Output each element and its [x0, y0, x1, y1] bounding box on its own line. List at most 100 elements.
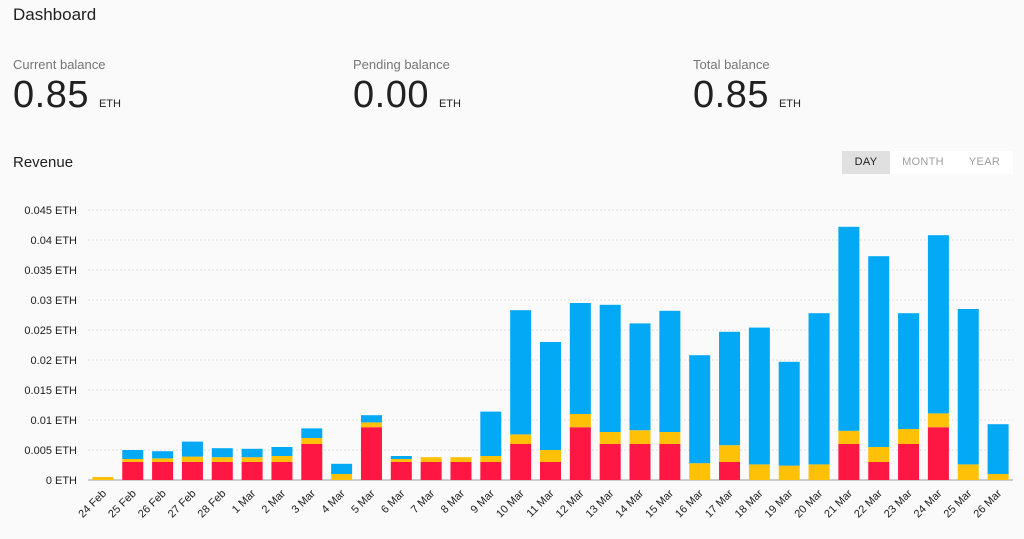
bar-segment [569, 414, 591, 428]
bar-segment [898, 444, 920, 480]
bar-segment [301, 438, 323, 444]
total-balance-label: Total balance [693, 57, 770, 72]
bar-segment [271, 456, 293, 462]
bar-segment [271, 462, 293, 480]
x-tick-label: 3 Mar [290, 487, 319, 516]
x-tick-label: 10 Mar [494, 487, 527, 520]
y-tick-label: 0.02 ETH [31, 355, 78, 367]
bar-segment [987, 474, 1009, 480]
bar-segment [868, 447, 890, 462]
current-balance-card: Current balance 0.85 ETH [13, 57, 121, 115]
x-tick-label: 27 Feb [166, 488, 199, 521]
x-tick-label: 24 Mar [912, 487, 945, 520]
x-tick-label: 26 Feb [136, 488, 169, 521]
bar-segment [390, 462, 412, 480]
bar-segment [480, 456, 502, 462]
bar-segment [122, 462, 144, 480]
bar-segment [868, 462, 890, 480]
x-tick-label: 12 Mar [554, 487, 587, 520]
x-tick-label: 23 Mar [882, 487, 915, 520]
bar-segment [390, 456, 412, 459]
bar-segment [599, 304, 621, 432]
x-tick-label: 1 Mar [230, 487, 259, 516]
bar-segment [778, 361, 800, 466]
x-tick-label: 20 Mar [792, 487, 825, 520]
bar-segment [540, 450, 561, 462]
bar-segment [629, 430, 651, 444]
bar-segment [957, 309, 979, 465]
x-tick-label: 22 Mar [852, 487, 885, 520]
x-tick-label: 16 Mar [673, 487, 706, 520]
bar-segment [957, 464, 979, 480]
bar-segment [211, 457, 233, 462]
x-tick-label: 26 Mar [971, 487, 1004, 520]
bar-segment [569, 303, 591, 414]
bar-segment [181, 462, 203, 480]
bar-segment [927, 427, 949, 480]
bar-segment [450, 457, 472, 462]
bar-segment [629, 323, 651, 431]
total-balance-card: Total balance 0.85 ETH [693, 57, 801, 115]
bar-segment [181, 456, 203, 462]
bar-segment [927, 413, 949, 428]
bar-segment [211, 462, 233, 480]
range-month-button[interactable]: MONTH [902, 156, 944, 168]
bar-segment [719, 445, 741, 462]
bar-segment [659, 432, 681, 444]
y-tick-label: 0 ETH [46, 475, 77, 487]
revenue-title: Revenue [13, 154, 74, 171]
bar-segment [540, 462, 561, 480]
x-tick-label: 14 Mar [613, 487, 646, 520]
bar-segment [569, 427, 591, 480]
bar-segment [331, 474, 353, 480]
bar-segment [271, 447, 293, 456]
bar-segment [898, 313, 920, 429]
x-tick-label: 28 Feb [196, 488, 229, 521]
current-balance-value: 0.85 [13, 74, 89, 116]
bar-segment [510, 434, 532, 444]
bar-segment [778, 465, 800, 480]
bar-segment [868, 256, 890, 447]
x-tick-label: 25 Mar [942, 487, 975, 520]
bar-segment [689, 355, 711, 464]
y-tick-label: 0.015 ETH [24, 385, 77, 397]
bar-segment [748, 464, 770, 480]
bar-segment [480, 462, 502, 480]
bar-segment [510, 444, 532, 480]
bar-segment [241, 448, 263, 458]
current-balance-label: Current balance [13, 57, 106, 72]
x-tick-label: 19 Mar [763, 487, 796, 520]
bar-segment [390, 459, 412, 462]
y-tick-label: 0.005 ETH [24, 445, 77, 457]
bar-segment [898, 429, 920, 444]
bar-segment [360, 422, 382, 428]
bar-segment [719, 331, 741, 446]
x-tick-label: 4 Mar [319, 487, 348, 516]
bar-segment [480, 411, 502, 456]
current-balance-unit: ETH [98, 98, 121, 110]
bar-segment [927, 235, 949, 414]
total-balance-unit: ETH [778, 98, 801, 110]
pending-balance-value: 0.00 [353, 74, 429, 116]
bar-segment [659, 444, 681, 480]
range-year-button[interactable]: YEAR [968, 156, 1001, 168]
x-tick-label: 15 Mar [643, 487, 676, 520]
bar-segment [241, 462, 263, 480]
bar-segment [748, 327, 770, 465]
x-tick-label: 21 Mar [822, 487, 855, 520]
x-tick-label: 13 Mar [584, 487, 617, 520]
x-tick-label: 17 Mar [703, 487, 736, 520]
y-tick-label: 0.03 ETH [31, 295, 78, 307]
x-tick-label: 18 Mar [733, 487, 766, 520]
range-toggle: DAY MONTH YEAR [842, 151, 1013, 174]
range-day-button[interactable]: DAY [842, 151, 890, 174]
page-title: Dashboard [13, 5, 97, 24]
bar-segment [808, 464, 830, 480]
bar-segment [599, 444, 621, 480]
bar-segment [92, 477, 114, 480]
bar-segment [808, 313, 830, 465]
y-tick-label: 0.04 ETH [31, 235, 78, 247]
bar-segment [420, 462, 442, 480]
bar-segment [211, 448, 233, 458]
pending-balance-card: Pending balance 0.00 ETH [353, 57, 461, 115]
